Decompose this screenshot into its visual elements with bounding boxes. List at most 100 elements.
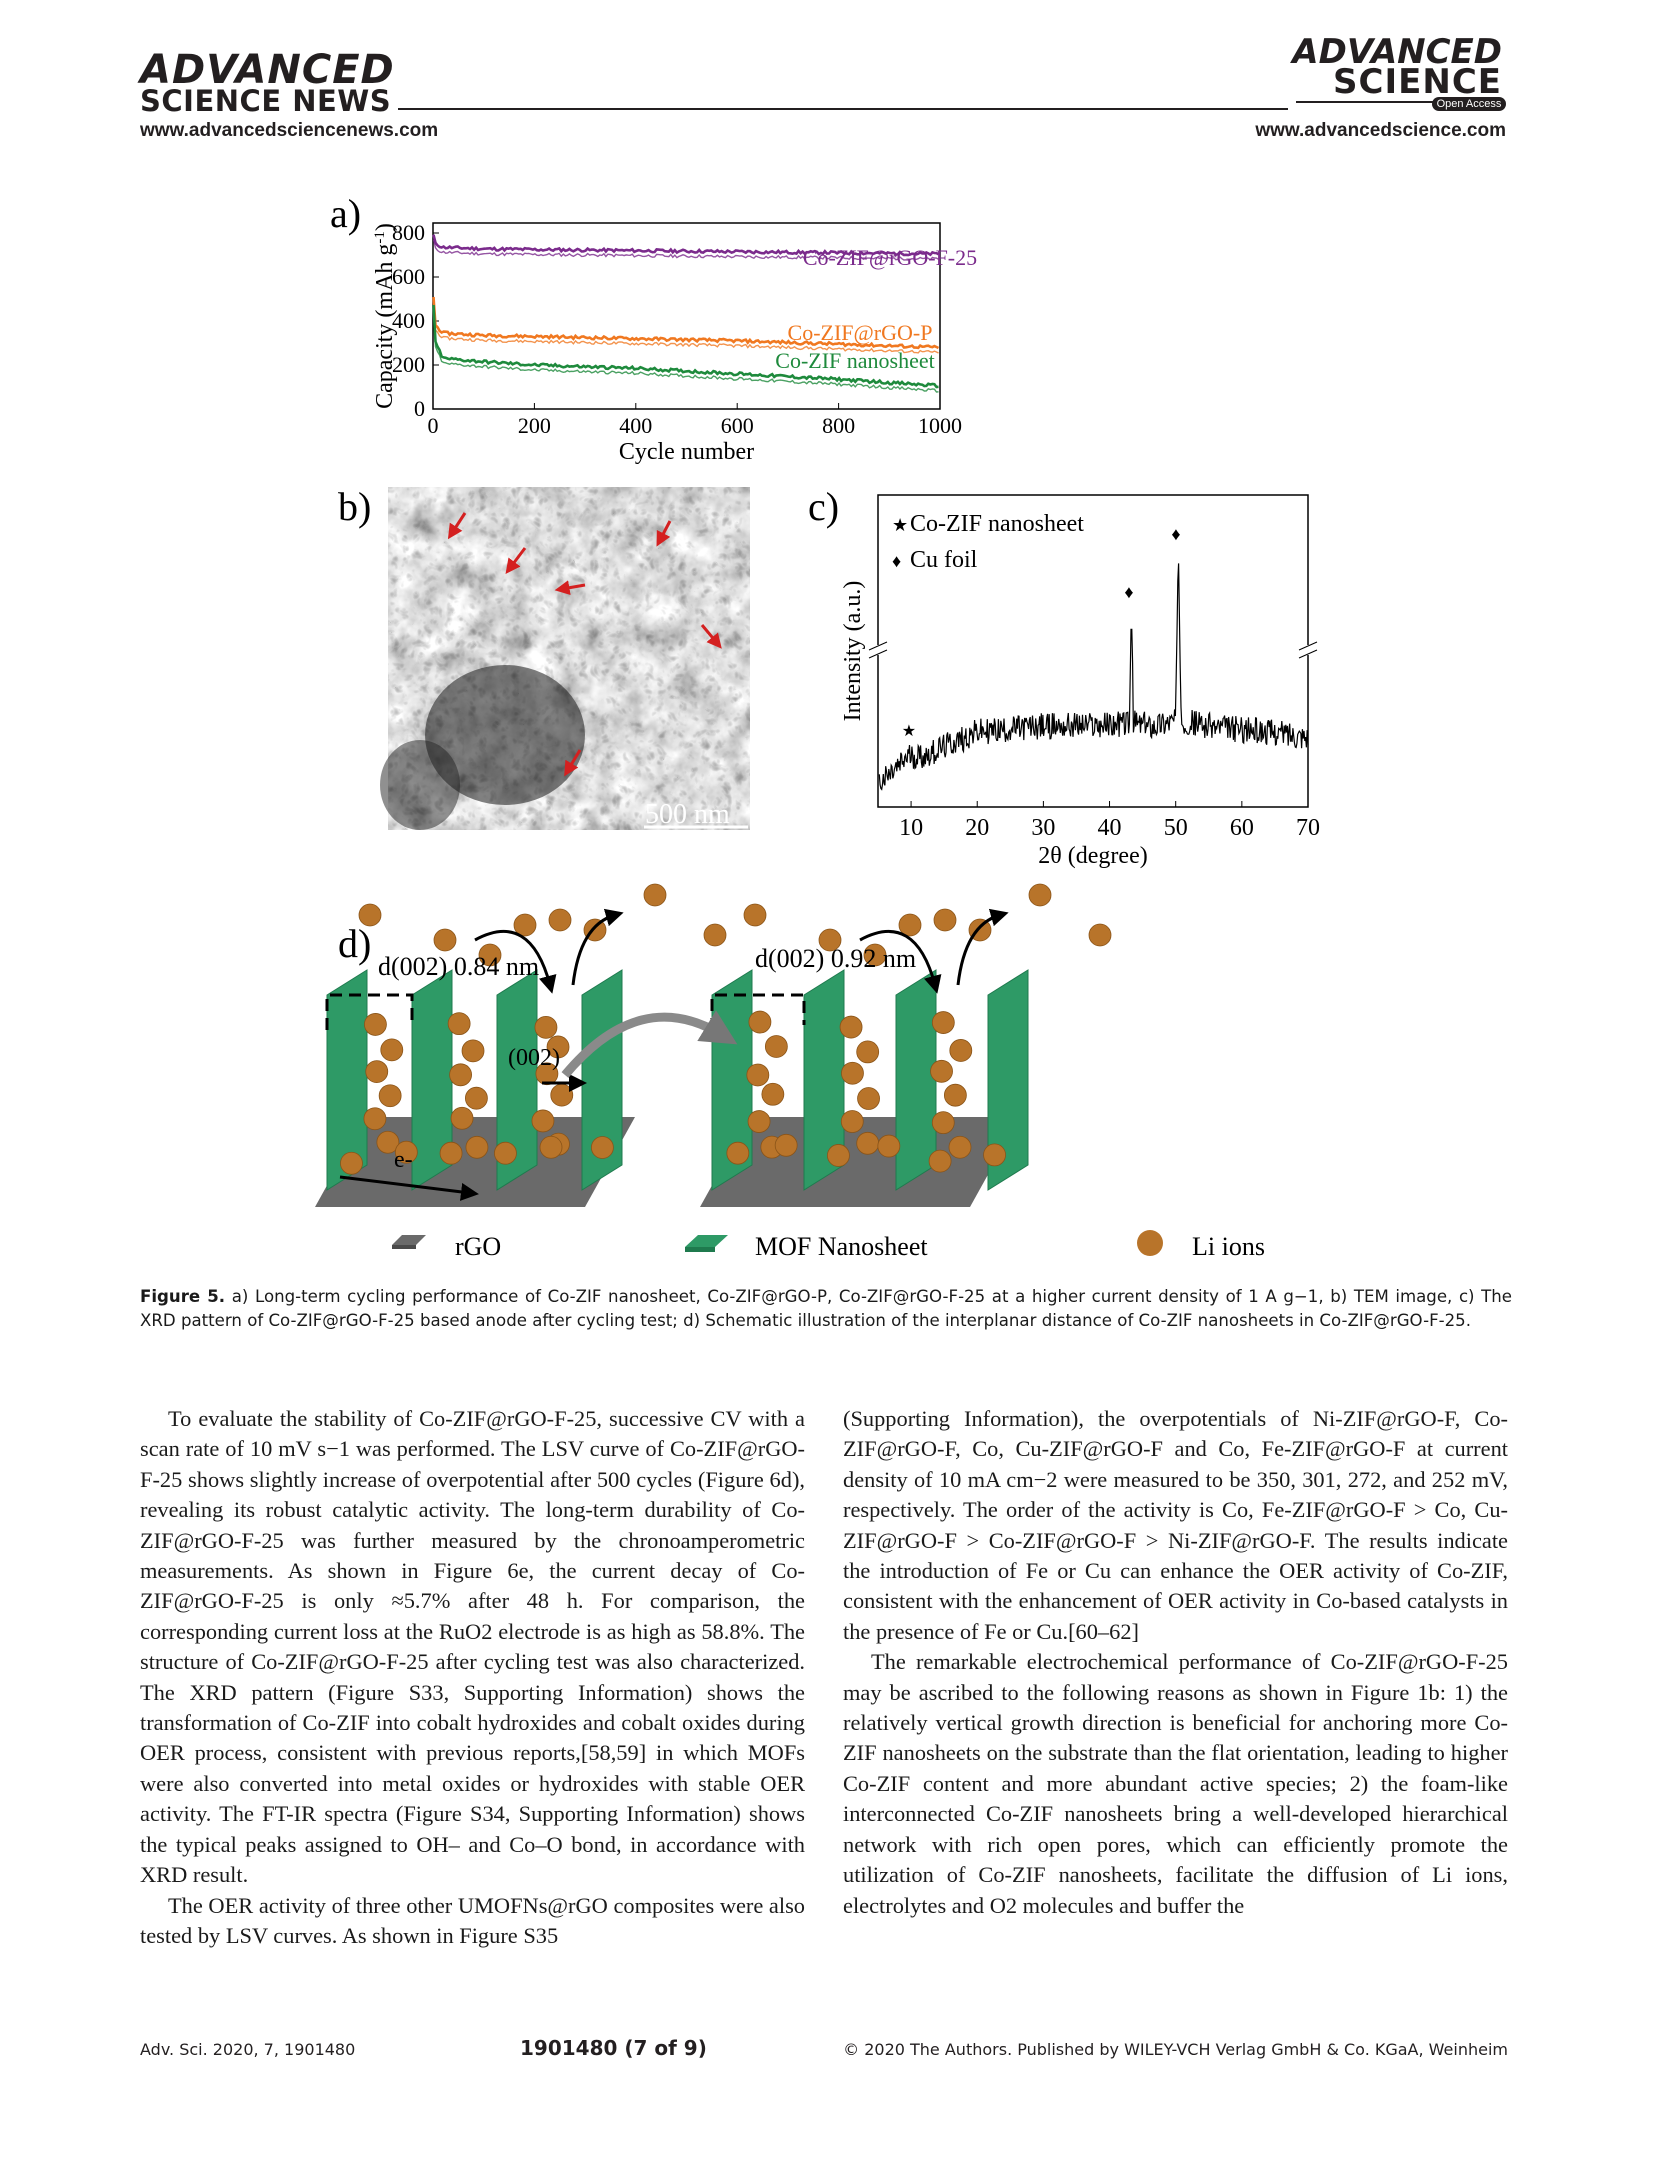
series-line-shadow-2 [432, 309, 939, 393]
series-line-2 [432, 304, 939, 389]
li-ion [546, 1035, 570, 1059]
li-ion [364, 1013, 387, 1036]
panel-d-label: d) [338, 921, 371, 966]
x-axis-label: Cycle number [619, 439, 754, 465]
open-access-badge: Open Access [1432, 97, 1506, 111]
x-tick-label: 10 [899, 815, 923, 841]
panel-c-label: c) [808, 484, 839, 529]
chart-a: 0 200 400 600 800 1000 0 200 400 600 800 Cycle numb… [372, 220, 977, 465]
legend-marker: ♦ [892, 551, 901, 571]
y-tick-label: 800 [392, 220, 425, 245]
panel-a-label: a) [330, 195, 361, 236]
panel-b-label: b) [338, 484, 371, 529]
li-ion [433, 928, 457, 952]
advanced-science-news-logo: ADVANCED [140, 47, 395, 93]
y-tick-label: 0 [414, 396, 425, 421]
series-line-1 [432, 296, 940, 350]
li-ion [703, 923, 727, 947]
li-ion [898, 913, 922, 937]
li-ion [539, 1135, 563, 1159]
cu-peak-marker: ♦ [1171, 524, 1180, 544]
li-ion [930, 1059, 953, 1083]
insertion-arrow [474, 930, 557, 994]
figure-caption: Figure 5. a) Long-term cycling performan… [140, 1285, 1512, 1333]
li-ion [933, 908, 957, 932]
li-ion [839, 1015, 863, 1039]
li-ion [550, 1083, 574, 1107]
li-ion [743, 903, 767, 927]
li-ion [747, 1110, 771, 1133]
header-rule [398, 108, 1288, 110]
li-ion [726, 1141, 750, 1165]
li-ion [931, 1011, 955, 1034]
li-ion [948, 1135, 972, 1159]
extraction-arrow [571, 908, 624, 986]
li-ion [534, 1015, 558, 1039]
li-ion [818, 928, 842, 952]
li-ion [494, 1141, 517, 1165]
series-label: Co-ZIF@rGO-P [788, 320, 933, 345]
x-tick-label: 70 [1296, 815, 1320, 841]
x-tick-label: 20 [965, 815, 989, 841]
x-tick-label: 800 [822, 413, 855, 438]
x-tick-label: 40 [1098, 815, 1122, 841]
legend-marker: ★ [892, 515, 908, 535]
li-ion [513, 913, 537, 937]
y-tick-label: 200 [392, 352, 425, 377]
y-axis-label: Intensity (a.u.) [840, 581, 866, 722]
x-tick-label: 1000 [918, 413, 962, 438]
x-tick-label: 30 [1031, 815, 1055, 841]
x-axis-label: 2θ (degree) [1038, 843, 1147, 869]
schematic-d: d(002) 0.84 nm d(002) 0.92 nm (002) e- [315, 883, 1112, 1207]
red-arrow [700, 624, 722, 649]
li-ion [863, 943, 887, 967]
tem-image: 500 nm [380, 487, 750, 830]
li-ion [449, 1063, 473, 1087]
advanced-science-news-logo-sub: SCIENCE NEWS [140, 84, 392, 118]
li-ion [439, 1141, 463, 1165]
li-ion [877, 1134, 901, 1158]
y-tick-label: 400 [392, 308, 425, 333]
chart-c: 10 20 30 40 50 60 70 2θ (degree) Intensity (a.u.… [840, 494, 1320, 869]
plane-label: (002) [508, 1045, 560, 1071]
spacing-bracket [325, 993, 414, 1030]
y-axis-label: Capacity (mAh g-1) [372, 223, 398, 409]
right-url[interactable]: www.advancedscience.com [1255, 120, 1506, 141]
li-ion [447, 1012, 471, 1036]
co-zif-peak-marker: ★ [902, 723, 916, 740]
footer-copyright: © 2020 The Authors. Published by WILEY-V… [843, 2040, 1508, 2059]
li-ion [840, 1110, 864, 1133]
paragraph: To evaluate the stability of Co-ZIF@rGO-… [140, 1406, 805, 1888]
insertion-arrow [859, 930, 942, 994]
li-ion [643, 883, 667, 907]
li-ion [548, 908, 572, 932]
series-line-shadow-0 [432, 239, 939, 261]
li-ion [983, 1143, 1006, 1167]
left-url[interactable]: www.advancedsciencenews.com [140, 120, 439, 141]
figure-5: a) 0 200 400 600 800 1000 0 200 400 600 800 Cycle n… [315, 195, 1320, 1261]
li-ion [841, 1061, 864, 1085]
li-ion [363, 1107, 387, 1131]
axis-break-mark [1298, 649, 1318, 659]
spacing-bracket [710, 993, 806, 1030]
legend-mof: MOF Nanosheet [755, 1232, 928, 1261]
red-arrow [554, 580, 586, 596]
red-arrow [505, 547, 527, 574]
rgo-legend-swatch [392, 1235, 426, 1245]
li-ion [856, 1040, 880, 1064]
paragraph: The remarkable electrochemical performan… [843, 1649, 1508, 1918]
li-ion [764, 1035, 788, 1058]
spacing-label-left: d(002) 0.84 nm [378, 952, 539, 981]
figure-caption-text: a) Long-term cycling performance of Co-Z… [140, 1287, 1513, 1330]
legend-label: Cu foil [910, 547, 978, 573]
x-tick-label: 400 [619, 413, 652, 438]
electron-arrow [339, 1175, 479, 1201]
cu-peak-marker: ♦ [1124, 582, 1133, 602]
li-ion [928, 1149, 952, 1173]
footer-page-number: 1901480 (7 of 9) [520, 2036, 707, 2060]
paragraph: The OER activity of three other UMOFNs@r… [140, 1892, 805, 1948]
series-label: Co-ZIF@rGO-F-25 [803, 245, 977, 270]
x-tick-label: 0 [428, 413, 439, 438]
li-ion [478, 943, 502, 967]
li-ion [535, 1062, 559, 1086]
